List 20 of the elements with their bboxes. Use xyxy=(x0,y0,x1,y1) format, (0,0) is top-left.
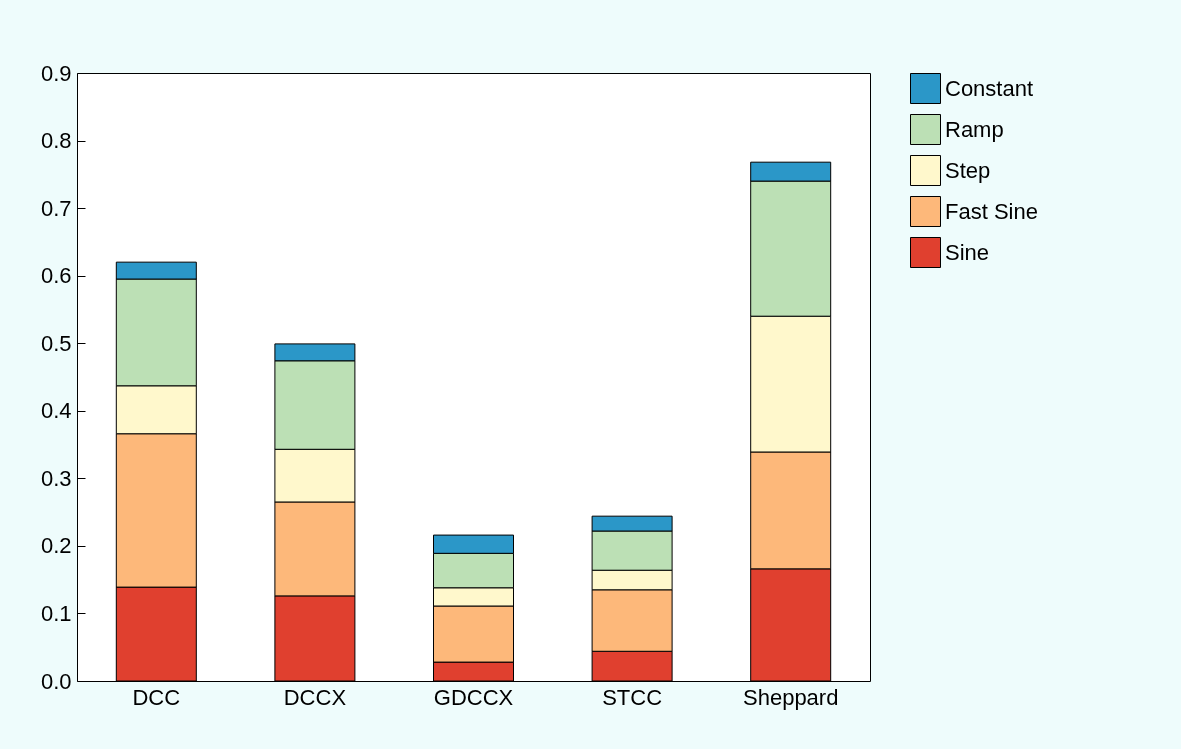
legend-label: Sine xyxy=(945,239,990,265)
legend-label: Fast Sine xyxy=(945,198,1038,224)
y-tick-label: 0.9 xyxy=(40,60,72,86)
y-tick-label: 0.7 xyxy=(40,195,72,221)
x-tick-label: DCCX xyxy=(283,684,347,710)
y-tick-label: 0.8 xyxy=(40,128,72,154)
y-tick-label: 0.4 xyxy=(40,398,72,424)
y-tick-label: 0.2 xyxy=(40,533,72,559)
legend-label: Constant xyxy=(945,75,1034,101)
x-tick-label: Sheppard xyxy=(742,684,839,710)
legend-label: Step xyxy=(945,157,991,183)
y-tick-label: 0.6 xyxy=(40,263,72,289)
y-tick-label: 0.3 xyxy=(40,465,72,491)
x-tick-label: GDCCX xyxy=(433,684,514,710)
x-tick-label: STCC xyxy=(602,684,663,710)
y-tick-label: 0.1 xyxy=(40,600,72,626)
legend-label: Ramp xyxy=(945,116,1004,142)
x-tick-label: DCC xyxy=(132,684,181,710)
y-tick-label: 0.5 xyxy=(40,330,72,356)
y-tick-label: 0.0 xyxy=(40,668,72,694)
